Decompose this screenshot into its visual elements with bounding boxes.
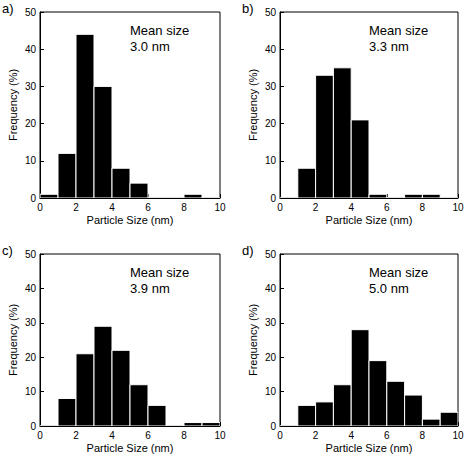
svg-text:10: 10 [25, 386, 37, 397]
svg-text:Mean size: Mean size [130, 265, 189, 280]
svg-text:8: 8 [181, 430, 187, 441]
svg-text:4: 4 [348, 202, 354, 213]
svg-text:2: 2 [313, 430, 319, 441]
svg-text:10: 10 [25, 155, 37, 166]
svg-text:0: 0 [270, 193, 276, 204]
svg-text:Frequency (%): Frequency (%) [247, 304, 259, 376]
svg-text:50: 50 [265, 7, 277, 18]
svg-text:40: 40 [265, 283, 277, 294]
svg-text:10: 10 [265, 155, 277, 166]
svg-text:0: 0 [270, 421, 276, 432]
svg-text:b): b) [242, 1, 254, 16]
svg-text:d): d) [242, 243, 254, 258]
svg-text:a): a) [2, 1, 14, 16]
svg-text:6: 6 [384, 202, 390, 213]
svg-text:Mean size: Mean size [369, 265, 428, 280]
svg-text:0: 0 [30, 193, 36, 204]
svg-text:8: 8 [420, 202, 426, 213]
svg-text:30: 30 [25, 81, 37, 92]
svg-text:6: 6 [145, 430, 151, 441]
svg-text:30: 30 [265, 81, 277, 92]
svg-text:Particle Size (nm): Particle Size (nm) [87, 442, 174, 454]
svg-text:10: 10 [452, 430, 464, 441]
svg-text:0: 0 [37, 430, 43, 441]
svg-text:3.9 nm: 3.9 nm [130, 281, 170, 296]
svg-text:40: 40 [265, 44, 277, 55]
svg-text:30: 30 [265, 317, 277, 328]
svg-text:10: 10 [214, 202, 226, 213]
svg-text:2: 2 [313, 202, 319, 213]
svg-text:2: 2 [73, 202, 79, 213]
svg-text:Frequency (%): Frequency (%) [7, 304, 19, 376]
svg-text:6: 6 [384, 430, 390, 441]
svg-text:4: 4 [109, 430, 115, 441]
svg-text:4: 4 [109, 202, 115, 213]
svg-text:8: 8 [181, 202, 187, 213]
svg-text:20: 20 [265, 352, 277, 363]
svg-text:20: 20 [25, 118, 37, 129]
svg-text:10: 10 [265, 386, 277, 397]
svg-text:2: 2 [73, 430, 79, 441]
svg-text:8: 8 [420, 430, 426, 441]
svg-text:0: 0 [37, 202, 43, 213]
svg-text:40: 40 [25, 283, 37, 294]
svg-text:10: 10 [452, 202, 464, 213]
svg-text:0: 0 [30, 421, 36, 432]
svg-text:Frequency (%): Frequency (%) [7, 69, 19, 141]
svg-text:3.3 nm: 3.3 nm [369, 39, 409, 54]
svg-text:20: 20 [25, 352, 37, 363]
svg-text:50: 50 [25, 249, 37, 260]
svg-text:6: 6 [145, 202, 151, 213]
svg-text:Particle Size (nm): Particle Size (nm) [87, 214, 174, 226]
svg-text:Frequency (%): Frequency (%) [247, 69, 259, 141]
svg-text:5.0 nm: 5.0 nm [369, 281, 409, 296]
svg-text:c): c) [2, 243, 13, 258]
svg-text:20: 20 [265, 118, 277, 129]
svg-text:50: 50 [265, 249, 277, 260]
svg-text:Particle Size (nm): Particle Size (nm) [326, 214, 413, 226]
svg-text:Particle Size (nm): Particle Size (nm) [326, 442, 413, 454]
svg-text:30: 30 [25, 317, 37, 328]
svg-text:4: 4 [348, 430, 354, 441]
svg-text:10: 10 [214, 430, 226, 441]
svg-text:3.0 nm: 3.0 nm [130, 39, 170, 54]
svg-text:50: 50 [25, 7, 37, 18]
svg-text:Mean size: Mean size [369, 23, 428, 38]
svg-text:Mean size: Mean size [130, 23, 189, 38]
svg-text:0: 0 [277, 430, 283, 441]
svg-text:0: 0 [277, 202, 283, 213]
svg-text:40: 40 [25, 44, 37, 55]
